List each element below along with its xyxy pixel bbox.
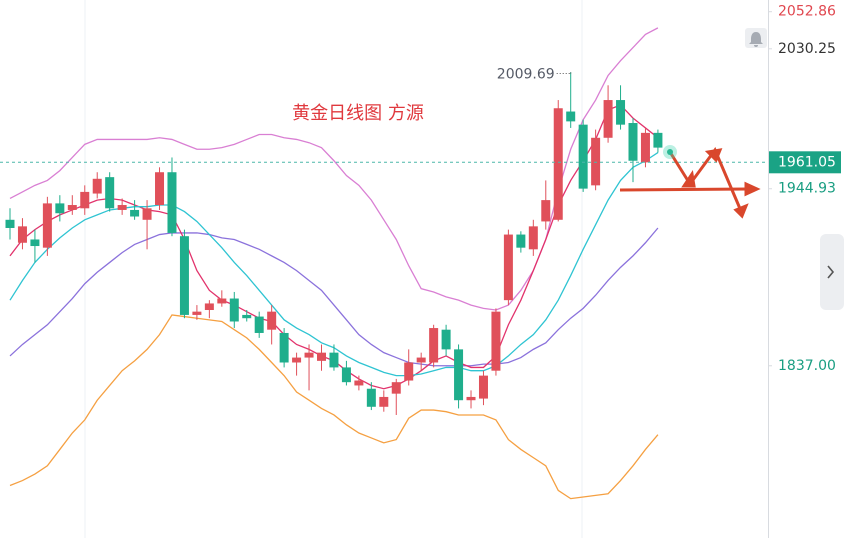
y-tick-label: 1944.93	[778, 181, 836, 197]
candle-body	[267, 311, 277, 330]
candle-body	[292, 357, 302, 363]
candle-body	[105, 177, 115, 209]
arrow-head	[733, 203, 749, 219]
candle-body	[329, 352, 339, 368]
candle-body	[192, 311, 202, 315]
candle-body	[204, 303, 214, 311]
indicator-line	[9, 314, 659, 500]
indicator-line	[9, 227, 659, 367]
last-price-label: 1961.05	[778, 154, 836, 170]
candle-body	[441, 329, 451, 350]
candle-body	[653, 132, 663, 148]
candle-body	[229, 298, 239, 322]
candle-body	[304, 352, 314, 358]
candle-body	[317, 352, 326, 361]
high-annotation: 2009.69	[497, 67, 555, 83]
candle-body	[429, 328, 439, 363]
candle-body	[130, 209, 140, 217]
candle-body	[80, 191, 90, 209]
arrow-head	[744, 181, 761, 197]
candle-body	[30, 239, 40, 247]
candle-body	[591, 137, 601, 186]
candle-body	[491, 311, 501, 371]
candle-body	[541, 200, 551, 222]
candle-body	[5, 219, 15, 228]
arrow-head	[681, 170, 696, 188]
candle-body	[391, 382, 401, 394]
flat-arrow	[619, 187, 749, 192]
y-tick-label: 2052.86	[778, 4, 836, 20]
last-price-box	[769, 151, 841, 174]
candle-body	[516, 234, 526, 248]
candle-body	[354, 380, 364, 386]
bell-icon	[749, 32, 763, 47]
arrow-head	[704, 148, 723, 163]
candle-body	[466, 396, 476, 401]
y-tick-label: 1837.00	[778, 358, 836, 374]
candle-body	[416, 357, 426, 363]
candle-body	[341, 367, 351, 383]
candle-body	[179, 236, 189, 315]
candle-body	[55, 203, 65, 214]
candle-body	[528, 226, 538, 250]
zigzag-arrow	[668, 146, 743, 212]
candle-body	[117, 205, 127, 210]
candle-body	[640, 132, 650, 163]
chart-title: 黄金日线图 方源	[292, 103, 424, 124]
live-dot	[667, 149, 673, 155]
candle-body	[503, 234, 513, 301]
candle-body	[254, 316, 264, 333]
candle-body	[478, 375, 488, 399]
candle-body	[142, 208, 152, 220]
candle-body	[454, 349, 464, 401]
candle-body	[42, 203, 52, 248]
candle-body	[279, 332, 289, 363]
y-tick-label: 2030.25	[778, 41, 836, 57]
candle-body	[553, 108, 563, 220]
candle-body	[616, 100, 626, 125]
candle-body	[578, 124, 588, 189]
candle-body	[566, 111, 576, 122]
candle-body	[366, 388, 376, 407]
candle-body	[155, 172, 165, 206]
candle-body	[603, 100, 613, 138]
chevron-icon	[827, 265, 835, 279]
indicator-line	[9, 27, 659, 311]
candle-body	[379, 396, 389, 407]
candle-body	[17, 226, 27, 243]
candle-body	[404, 362, 414, 381]
candle-body	[217, 298, 227, 304]
candle-body	[92, 178, 102, 194]
candle-body	[67, 205, 77, 210]
candle-body	[242, 314, 252, 319]
candle-body	[628, 123, 638, 161]
forecast-arrows	[619, 146, 761, 219]
candle-body	[167, 172, 177, 233]
